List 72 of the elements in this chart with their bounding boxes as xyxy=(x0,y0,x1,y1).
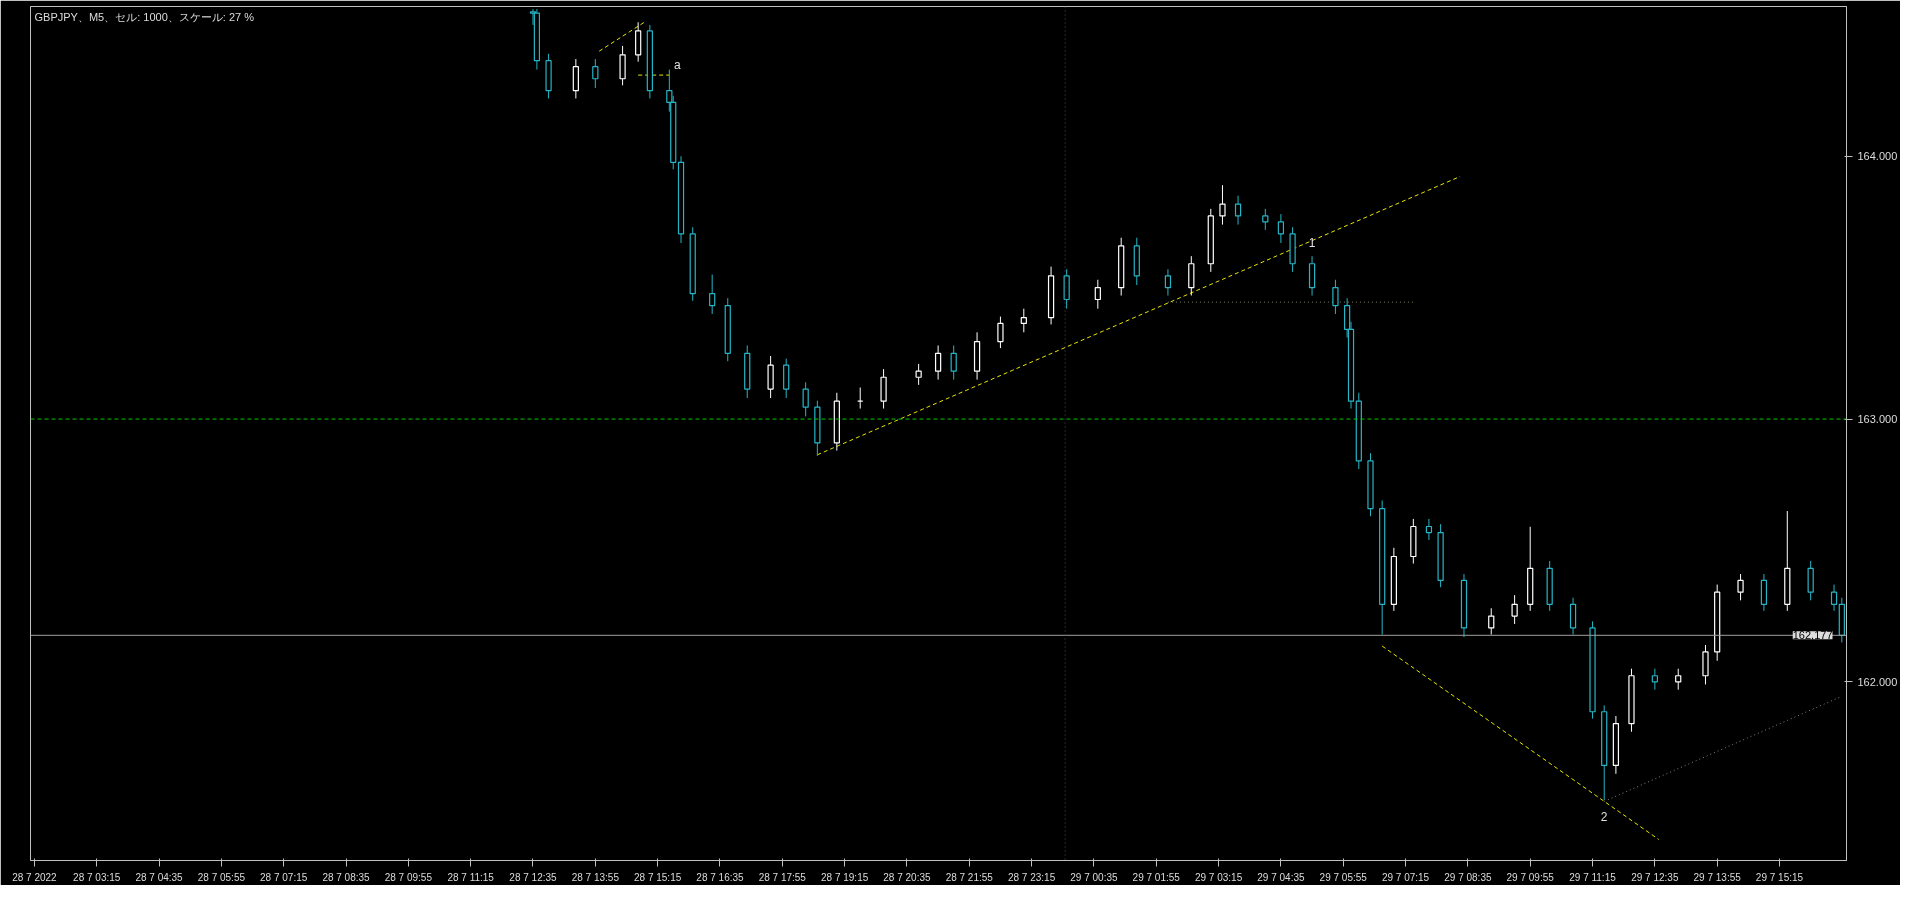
candlestick xyxy=(1511,594,1518,625)
candlestick xyxy=(1188,255,1195,297)
chart-title: GBPJPY、M5、セル: 1000、スケール: 27 % xyxy=(34,10,255,23)
candlestick xyxy=(1277,213,1285,244)
ref-line-label: 162.177 xyxy=(1792,629,1833,642)
candlestick xyxy=(802,381,809,417)
x-tick-label: 29 7 13:55 xyxy=(1693,871,1742,883)
candlestick xyxy=(709,274,716,315)
x-tick-label: 28 7 07:15 xyxy=(260,871,308,883)
candlestick xyxy=(1234,195,1242,226)
candlestick xyxy=(997,316,1004,349)
x-tick-label: 29 7 05:55 xyxy=(1319,871,1368,883)
x-tick-label: 29 7 04:35 xyxy=(1257,871,1305,883)
candlestick xyxy=(1332,279,1339,315)
candlestick xyxy=(1063,268,1070,310)
candlestick xyxy=(592,58,599,89)
x-tick-label: 29 7 01:55 xyxy=(1132,871,1181,883)
x-tick-label: 28 7 08:35 xyxy=(322,871,371,883)
candlestick xyxy=(1020,308,1027,333)
candlestick xyxy=(1425,518,1433,541)
x-tick-label: 29 7 00:35 xyxy=(1070,871,1118,883)
x-tick-label: 29 7 12:35 xyxy=(1631,871,1679,883)
annotation: 1 xyxy=(1308,235,1316,250)
x-tick-label: 28 7 11:15 xyxy=(447,871,495,883)
candlestick xyxy=(915,363,922,386)
annotation: a xyxy=(674,58,681,73)
x-tick-label: 28 7 05:55 xyxy=(197,871,246,883)
candlestick xyxy=(1219,184,1226,226)
x-tick-label: 29 7 07:15 xyxy=(1381,871,1430,883)
candlestick xyxy=(1262,208,1269,231)
candlestick xyxy=(1094,279,1101,310)
candlestick xyxy=(1737,573,1744,601)
y-tick-label: 164.000 xyxy=(1857,150,1898,163)
x-tick-label: 29 7 03:15 xyxy=(1194,871,1243,883)
x-tick-label: 28 7 13:55 xyxy=(571,871,620,883)
x-tick-label: 29 7 09:55 xyxy=(1506,871,1555,883)
candlestick xyxy=(1488,607,1495,636)
x-tick-label: 28 7 21:55 xyxy=(945,871,994,883)
x-tick-label: 29 7 11:15 xyxy=(1569,871,1617,883)
x-tick-label: 28 7 03:15 xyxy=(73,871,121,883)
x-tick-label: 28 7 2022 xyxy=(12,871,58,883)
candlestick xyxy=(1569,597,1577,636)
candlestick xyxy=(635,21,642,63)
x-tick-label: 28 7 12:35 xyxy=(509,871,558,883)
candlestick xyxy=(1164,268,1172,297)
candlestick xyxy=(934,344,942,381)
candlestick xyxy=(572,58,579,99)
x-tick-label: 28 7 20:35 xyxy=(883,871,932,883)
candlestick xyxy=(1807,560,1814,601)
candlestick xyxy=(1830,584,1838,612)
candlestick xyxy=(1308,255,1316,297)
candlestick xyxy=(1651,668,1658,691)
x-tick-label: 28 7 04:35 xyxy=(135,871,184,883)
x-tick-label: 28 7 19:15 xyxy=(820,871,869,883)
candlestick xyxy=(1702,644,1709,685)
candlestick xyxy=(767,355,774,399)
candlestick xyxy=(950,344,957,381)
candlestick xyxy=(1675,668,1682,691)
x-tick-label: 29 7 08:35 xyxy=(1444,871,1492,883)
candlestick xyxy=(619,45,626,86)
x-tick-label: 28 7 23:15 xyxy=(1007,871,1056,883)
x-tick-label: 28 7 17:55 xyxy=(758,871,807,883)
candlestick xyxy=(783,358,790,399)
x-tick-label: 28 7 15:15 xyxy=(634,871,682,883)
x-tick-label: 28 7 16:35 xyxy=(696,871,745,883)
y-tick-label: 162.000 xyxy=(1857,675,1898,688)
y-tick-label: 163.000 xyxy=(1857,413,1898,426)
x-tick-label: 28 7 09:55 xyxy=(384,871,433,883)
candlestick xyxy=(880,368,887,410)
candlestick xyxy=(1760,573,1768,612)
annotation: 2 xyxy=(1600,809,1608,824)
x-tick-label: 29 7 15:15 xyxy=(1755,871,1804,883)
